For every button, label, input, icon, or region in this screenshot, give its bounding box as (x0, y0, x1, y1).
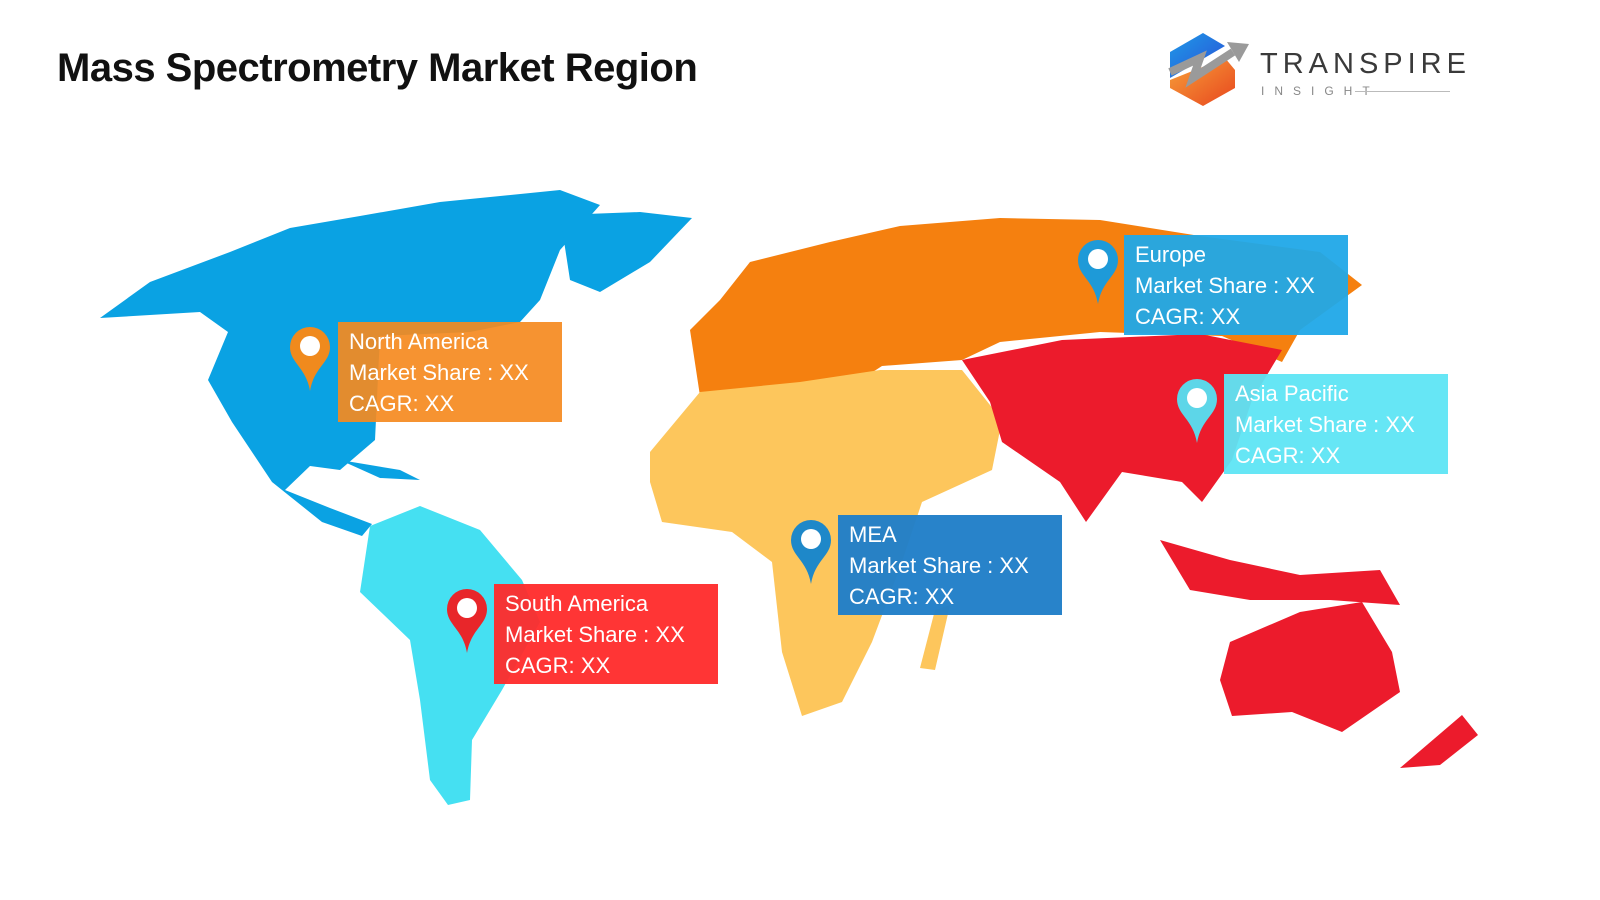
region-name: Europe (1135, 242, 1206, 267)
region-box-asia-pacific: Asia Pacific Market Share : XX CAGR: XX (1224, 374, 1448, 474)
map-pin-mea[interactable] (791, 520, 831, 584)
cagr: CAGR: XX (1135, 304, 1241, 329)
region-box-north-america: North America Market Share : XX CAGR: XX (338, 322, 562, 422)
logo-subtitle: INSIGHT (1261, 84, 1380, 98)
market-share: Market Share : XX (849, 553, 1029, 578)
region-south-america (360, 506, 540, 805)
cagr: CAGR: XX (849, 584, 955, 609)
map-pin-south-america[interactable] (447, 589, 487, 653)
cagr: CAGR: XX (505, 653, 611, 678)
map-pin-north-america[interactable] (290, 327, 330, 391)
region-name: South America (505, 591, 649, 616)
transpire-logo: TRANSPIRE INSIGHT (1165, 30, 1466, 110)
region-name: North America (349, 329, 489, 354)
region-box-mea: MEA Market Share : XX CAGR: XX (838, 515, 1062, 615)
map-pin-europe[interactable] (1078, 240, 1118, 304)
market-share: Market Share : XX (1135, 273, 1315, 298)
logo-divider (1355, 91, 1450, 92)
logo-icon (1168, 33, 1249, 106)
market-share: Market Share : XX (1235, 412, 1415, 437)
cagr: CAGR: XX (349, 391, 455, 416)
region-name: Asia Pacific (1235, 381, 1349, 406)
page-title: Mass Spectrometry Market Region (57, 46, 698, 90)
region-box-europe: Europe Market Share : XX CAGR: XX (1124, 235, 1348, 335)
region-name: MEA (849, 522, 897, 547)
cagr: CAGR: XX (1235, 443, 1341, 468)
market-share: Market Share : XX (505, 622, 685, 647)
map-pin-asia-pacific[interactable] (1177, 379, 1217, 443)
market-share: Market Share : XX (349, 360, 529, 385)
region-box-south-america: South America Market Share : XX CAGR: XX (494, 584, 718, 684)
logo-name: TRANSPIRE (1260, 48, 1471, 80)
